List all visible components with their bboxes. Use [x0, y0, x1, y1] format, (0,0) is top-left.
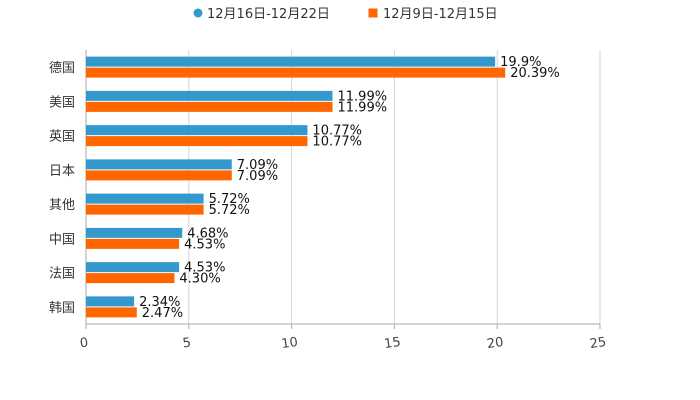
category-label-5: 其他 [49, 198, 75, 213]
bar-s1-2 [86, 90, 333, 101]
x-tick-label-20: 20 [486, 335, 504, 352]
bar-s1-7 [86, 262, 180, 273]
bar-s1-1 [86, 56, 496, 67]
value-label-s1-7: 4.53% [184, 261, 225, 276]
value-label-s1-4: 7.09% [237, 158, 278, 173]
value-label-s1-6: 4.68% [187, 226, 228, 241]
category-label-3: 英国 [49, 130, 75, 145]
bar-s2-5 [86, 204, 204, 215]
category-label-8: 韩国 [49, 301, 75, 316]
bar-s1-8 [86, 296, 135, 307]
value-label-s1-1: 19.9% [500, 55, 541, 70]
legend-marker-2 [368, 8, 378, 18]
value-label-s2-2: 11.99% [338, 100, 388, 115]
x-tick-label-5: 5 [182, 335, 192, 351]
bar-s2-4 [86, 170, 232, 181]
legend-label-2: 12月9日-12月15日 [383, 7, 498, 22]
value-label-s2-1: 20.39% [510, 66, 560, 81]
value-labels: 19.9%20.39% 11.99%11.99% 10.77%10.77% 7.09%… [139, 55, 560, 321]
category-label-6: 中国 [49, 232, 75, 247]
bars [86, 56, 506, 318]
legend-marker-1 [193, 8, 203, 18]
bar-s2-7 [86, 273, 175, 284]
value-label-s1-8: 2.34% [139, 295, 180, 310]
value-label-s2-3: 10.77% [312, 135, 362, 150]
bar-s2-6 [86, 238, 180, 249]
bar-s2-8 [86, 307, 137, 318]
value-label-s2-4: 7.09% [237, 169, 278, 184]
bar-s2-3 [86, 136, 308, 147]
bar-s2-2 [86, 101, 333, 112]
value-label-s2-6: 4.53% [184, 237, 225, 252]
value-label-s1-5: 5.72% [209, 192, 250, 207]
category-label-2: 美国 [49, 95, 75, 110]
value-label-s1-2: 11.99% [338, 89, 388, 104]
category-label-4: 日本 [49, 164, 75, 179]
x-tick-label-10: 10 [280, 335, 298, 352]
x-tick-label-15: 15 [383, 335, 401, 352]
bar-s1-5 [86, 193, 204, 204]
value-label-s2-5: 5.72% [209, 203, 250, 218]
x-tick-label-0: 0 [79, 335, 89, 351]
value-label-s2-8: 2.47% [142, 306, 183, 321]
legend: 12月16日-12月22日 12月9日-12月15日 [193, 7, 498, 22]
x-axis-ticks: 0 5 10 15 20 25 [79, 335, 607, 352]
bar-s1-4 [86, 159, 232, 170]
bar-s2-1 [86, 67, 506, 78]
value-label-s1-3: 10.77% [312, 124, 362, 139]
category-label-7: 法国 [49, 267, 75, 282]
bar-s1-6 [86, 227, 183, 238]
x-tick-label-25: 25 [589, 335, 607, 352]
bar-s1-3 [86, 125, 308, 136]
category-label-1: 德国 [49, 61, 75, 76]
legend-label-1: 12月16日-12月22日 [207, 7, 330, 22]
value-label-s2-7: 4.30% [179, 272, 220, 287]
